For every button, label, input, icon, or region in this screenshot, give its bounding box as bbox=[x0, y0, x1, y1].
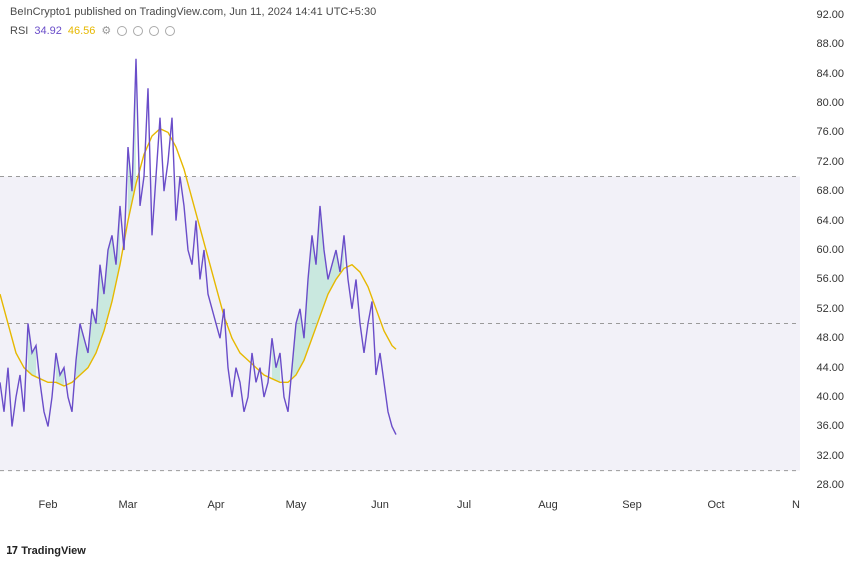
brand-logo: 17 TradingView bbox=[6, 544, 86, 557]
x-axis: Feb Mar Apr May Jun Jul Aug Sep Oct N bbox=[0, 497, 800, 517]
y-tick-label: 48.00 bbox=[816, 332, 844, 344]
y-tick-label: 88.00 bbox=[816, 38, 844, 50]
y-tick-label: 76.00 bbox=[816, 126, 844, 138]
x-tick-label: Jul bbox=[457, 499, 471, 511]
y-tick-label: 72.00 bbox=[816, 156, 844, 168]
y-tick-label: 84.00 bbox=[816, 68, 844, 80]
y-tick-label: 40.00 bbox=[816, 391, 844, 403]
x-tick-label: Jun bbox=[371, 499, 389, 511]
x-tick-label: Apr bbox=[207, 499, 224, 511]
y-tick-label: 64.00 bbox=[816, 215, 844, 227]
y-tick-label: 56.00 bbox=[816, 273, 844, 285]
y-tick-label: 28.00 bbox=[816, 479, 844, 491]
chart-container: BeInCrypto1 published on TradingView.com… bbox=[0, 0, 850, 563]
x-tick-label: Mar bbox=[119, 499, 138, 511]
y-tick-label: 68.00 bbox=[816, 185, 844, 197]
y-tick-label: 80.00 bbox=[816, 97, 844, 109]
y-tick-label: 44.00 bbox=[816, 362, 844, 374]
y-tick-label: 32.00 bbox=[816, 450, 844, 462]
y-tick-label: 36.00 bbox=[816, 420, 844, 432]
chart-svg bbox=[0, 0, 800, 500]
x-tick-label: Oct bbox=[707, 499, 724, 511]
y-tick-label: 52.00 bbox=[816, 303, 844, 315]
x-tick-label: May bbox=[286, 499, 307, 511]
y-tick-label: 92.00 bbox=[816, 9, 844, 21]
brand-icon: 17 bbox=[6, 544, 17, 557]
x-tick-label: Feb bbox=[39, 499, 58, 511]
y-axis: 28.00 32.00 36.00 40.00 44.00 48.00 52.00 56.00… bbox=[800, 0, 850, 500]
y-tick-label: 60.00 bbox=[816, 244, 844, 256]
x-tick-label: N bbox=[792, 499, 800, 511]
x-tick-label: Sep bbox=[622, 499, 642, 511]
x-tick-label: Aug bbox=[538, 499, 558, 511]
brand-text: TradingView bbox=[21, 545, 86, 557]
